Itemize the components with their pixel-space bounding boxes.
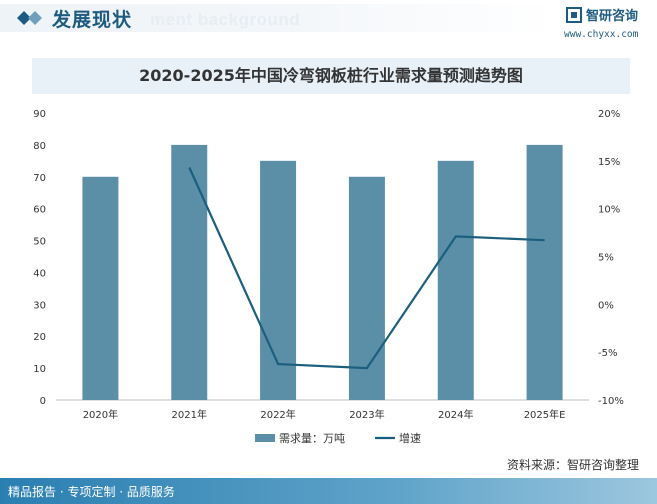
header-watermark: ment background <box>150 10 301 29</box>
y-left-tick-label: 50 <box>33 237 46 248</box>
x-tick-label: 2025年E <box>524 408 566 421</box>
y-left-tick-label: 20 <box>33 332 46 343</box>
brand-logo-icon <box>566 7 582 23</box>
y-right-tick-label: 15% <box>598 157 620 168</box>
chart-title-box: 2020-2025年中国冷弯钢板桩行业需求量预测趋势图 <box>32 58 630 94</box>
y-left-tick-label: 90 <box>33 109 46 120</box>
chart: 0 10 20 30 40 50 60 70 80 90 -10% -5% 0% 5% 10% 15% 20% 2… <box>33 109 624 445</box>
brand-name: 智研咨询 <box>586 9 639 24</box>
y-left-tick-label: 70 <box>33 173 46 184</box>
y-right-tick-label: -10% <box>598 396 624 407</box>
y-left-tick-label: 0 <box>40 396 46 407</box>
x-tick-label: 2022年 <box>260 408 295 421</box>
bar <box>171 144 208 400</box>
x-tick-label: 2024年 <box>438 408 473 421</box>
bar <box>526 144 563 400</box>
legend-label-growth: 增速 <box>399 431 421 445</box>
y-right-tick-label: 5% <box>598 253 614 264</box>
bar <box>260 160 297 400</box>
y-right-tick-label: 0% <box>598 300 614 311</box>
footer-slogan: 精品报告 · 专项定制 · 品质服务 <box>8 485 175 499</box>
x-tick-label: 2021年 <box>172 408 207 421</box>
y-right-tick-label: 10% <box>598 205 620 216</box>
legend-swatch-demand <box>255 434 275 442</box>
diamond-arrows-icon <box>17 11 42 25</box>
brand-logo: 智研咨询 www.chyxx.com <box>560 5 655 43</box>
bar <box>348 176 385 400</box>
y-left-tick-label: 60 <box>33 205 46 216</box>
bar <box>437 160 474 400</box>
chart-title: 2020-2025年中国冷弯钢板桩行业需求量预测趋势图 <box>139 66 523 85</box>
y-right-tick-label: -5% <box>598 348 617 359</box>
source-note: 资料来源：智研咨询整理 <box>506 458 639 472</box>
y-left-tick-label: 40 <box>33 268 46 279</box>
bar <box>82 176 119 400</box>
growth-line <box>188 167 545 370</box>
legend-label-demand: 需求量：万吨 <box>279 432 345 445</box>
footer-bar: 精品报告 · 专项定制 · 品质服务 <box>0 478 657 504</box>
header: 发展现状 ment background <box>0 0 657 44</box>
y-right-tick-label: 20% <box>598 109 620 120</box>
y-left-tick-label: 30 <box>33 300 46 311</box>
y-left-tick-label: 80 <box>33 141 46 152</box>
y-left-tick-label: 10 <box>33 364 46 375</box>
x-tick-label: 2023年 <box>349 408 384 421</box>
section-title: 发展现状 <box>52 9 133 31</box>
brand-url: www.chyxx.com <box>564 29 639 40</box>
header-bar <box>0 4 560 32</box>
x-tick-label: 2020年 <box>83 408 118 421</box>
